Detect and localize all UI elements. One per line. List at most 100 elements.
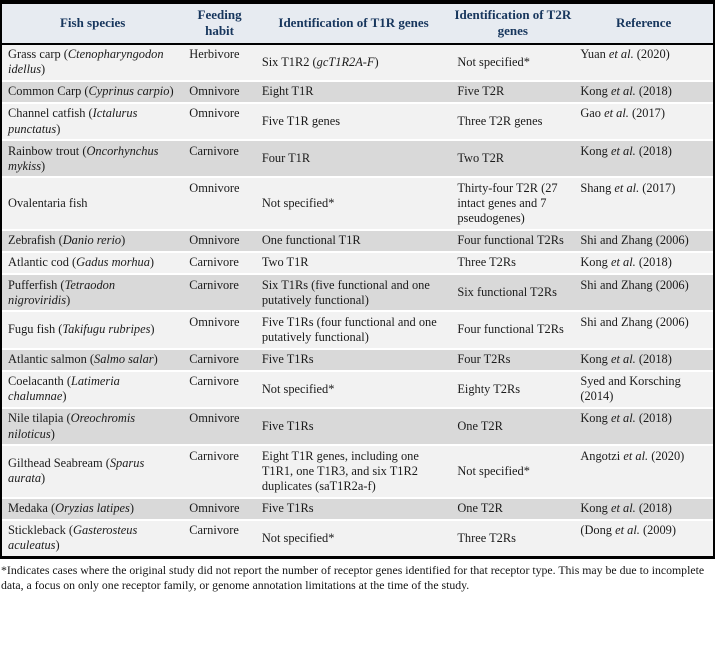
cell-t2r: Six functional T2Rs bbox=[451, 274, 575, 313]
cell-habit: Carnivore bbox=[183, 348, 256, 372]
table-row: Ovalentaria fish Omnivore Not specified* Th… bbox=[2, 177, 713, 231]
cell-t2r: Two T2R bbox=[451, 140, 575, 179]
cell-t1r: Six T1R2 (gcT1R2A-F) bbox=[255, 43, 452, 82]
table-row: Atlantic cod (Gadus morhua) Carnivore Two … bbox=[2, 251, 713, 276]
cell-ref: Angotzi et al. (2020) bbox=[574, 445, 713, 499]
table-row: Medaka (Oryzias latipes) Omnivore Five T1R… bbox=[2, 497, 713, 521]
cell-species: Channel catfish (Ictalurus punctatus) bbox=[2, 102, 184, 142]
cell-habit: Carnivore bbox=[183, 274, 256, 313]
header-row: Fish species Feeding habit Identificatio… bbox=[2, 4, 713, 45]
fish-taste-receptor-table: Fish species Feeding habit Identificatio… bbox=[2, 4, 713, 556]
column-header-fish-species: Fish species bbox=[2, 4, 184, 45]
cell-t2r: Four functional T2Rs bbox=[451, 229, 575, 253]
cell-ref: Shi and Zhang (2006) bbox=[574, 229, 713, 253]
cell-t2r: Eighty T2Rs bbox=[451, 370, 575, 409]
cell-t2r: One T2R bbox=[451, 407, 575, 447]
cell-t1r: Five T1Rs bbox=[255, 497, 452, 521]
cell-ref: Kong et al. (2018) bbox=[574, 348, 713, 372]
table-row: Zebrafish (Danio rerio) Omnivore One funct… bbox=[2, 229, 713, 253]
cell-t2r: One T2R bbox=[451, 497, 575, 521]
cell-ref: Shang et al. (2017) bbox=[574, 177, 713, 231]
column-header-t1r-genes: Identification of T1R genes bbox=[255, 4, 452, 45]
cell-species: Medaka (Oryzias latipes) bbox=[2, 497, 184, 521]
table-row: Atlantic salmon (Salmo salar) Carnivore Fi… bbox=[2, 348, 713, 372]
table-row: Coelacanth (Latimeria chalumnae) Carnivor… bbox=[2, 370, 713, 409]
cell-species: Stickleback (Gasterosteus aculeatus) bbox=[2, 519, 184, 556]
cell-t2r: Three T2Rs bbox=[451, 519, 575, 556]
table-row: Fugu fish (Takifugu rubripes) Omnivore Fiv… bbox=[2, 311, 713, 350]
cell-species: Zebrafish (Danio rerio) bbox=[2, 229, 184, 253]
cell-ref: Kong et al. (2018) bbox=[574, 251, 713, 276]
cell-habit: Omnivore bbox=[183, 497, 256, 521]
cell-habit: Omnivore bbox=[183, 311, 256, 350]
cell-species: Ovalentaria fish bbox=[2, 177, 184, 231]
cell-ref: Yuan et al. (2020) bbox=[574, 43, 713, 82]
cell-habit: Herbivore bbox=[183, 43, 256, 82]
table-row: Pufferfish (Tetraodon nigroviridis) Carni… bbox=[2, 274, 713, 313]
cell-t1r: Four T1R bbox=[255, 140, 452, 179]
cell-habit: Omnivore bbox=[183, 229, 256, 253]
cell-ref: Shi and Zhang (2006) bbox=[574, 274, 713, 313]
cell-t1r: Five T1Rs (four functional and one putat… bbox=[255, 311, 452, 350]
cell-t1r: Not specified* bbox=[255, 519, 452, 556]
cell-t1r: Five T1R genes bbox=[255, 102, 452, 142]
table-header: Fish species Feeding habit Identificatio… bbox=[2, 4, 713, 45]
cell-ref: Shi and Zhang (2006) bbox=[574, 311, 713, 350]
cell-t2r: Three T2R genes bbox=[451, 102, 575, 142]
column-header-reference: Reference bbox=[574, 4, 713, 45]
cell-species: Gilthead Seabream (Sparus aurata) bbox=[2, 445, 184, 499]
cell-t1r: Not specified* bbox=[255, 370, 452, 409]
cell-t1r: Five T1Rs bbox=[255, 348, 452, 372]
table-body: Grass carp (Ctenopharyngodon idellus) Her… bbox=[2, 43, 713, 556]
cell-habit: Carnivore bbox=[183, 370, 256, 409]
cell-habit: Omnivore bbox=[183, 407, 256, 447]
cell-t2r: Not specified* bbox=[451, 445, 575, 499]
cell-t1r: Not specified* bbox=[255, 177, 452, 231]
cell-ref: Syed and Korsching (2014) bbox=[574, 370, 713, 409]
cell-t1r: Eight T1R bbox=[255, 80, 452, 104]
cell-species: Atlantic cod (Gadus morhua) bbox=[2, 251, 184, 276]
cell-ref: Kong et al. (2018) bbox=[574, 497, 713, 521]
cell-species: Coelacanth (Latimeria chalumnae) bbox=[2, 370, 184, 409]
table-row: Stickleback (Gasterosteus aculeatus) Carn… bbox=[2, 519, 713, 556]
cell-t1r: Eight T1R genes, including one T1R1, one… bbox=[255, 445, 452, 499]
column-header-t2r-genes: Identification of T2R genes bbox=[451, 4, 575, 45]
cell-habit: Omnivore bbox=[183, 102, 256, 142]
table-row: Rainbow trout (Oncorhynchus mykiss) Carni… bbox=[2, 140, 713, 179]
cell-t2r: Five T2R bbox=[451, 80, 575, 104]
cell-ref: Kong et al. (2018) bbox=[574, 140, 713, 179]
table-row: Channel catfish (Ictalurus punctatus) Omn… bbox=[2, 102, 713, 142]
cell-species: Fugu fish (Takifugu rubripes) bbox=[2, 311, 184, 350]
cell-t2r: Four functional T2Rs bbox=[451, 311, 575, 350]
cell-t2r: Three T2Rs bbox=[451, 251, 575, 276]
cell-habit: Carnivore bbox=[183, 519, 256, 556]
cell-species: Nile tilapia (Oreochromis niloticus) bbox=[2, 407, 184, 447]
cell-t1r: Two T1R bbox=[255, 251, 452, 276]
cell-t2r: Four T2Rs bbox=[451, 348, 575, 372]
cell-ref: Kong et al. (2018) bbox=[574, 407, 713, 447]
cell-t2r: Thirty-four T2R (27 intact genes and 7 p… bbox=[451, 177, 575, 231]
table-row: Nile tilapia (Oreochromis niloticus) Omni… bbox=[2, 407, 713, 447]
cell-species: Rainbow trout (Oncorhynchus mykiss) bbox=[2, 140, 184, 179]
column-header-feeding-habit: Feeding habit bbox=[183, 4, 256, 45]
cell-species: Grass carp (Ctenopharyngodon idellus) bbox=[2, 43, 184, 82]
cell-habit: Carnivore bbox=[183, 140, 256, 179]
cell-habit: Omnivore bbox=[183, 80, 256, 104]
cell-species: Atlantic salmon (Salmo salar) bbox=[2, 348, 184, 372]
table-row: Common Carp (Cyprinus carpio) Omnivore Eig… bbox=[2, 80, 713, 104]
table-frame: Fish species Feeding habit Identificatio… bbox=[0, 0, 715, 559]
cell-habit: Carnivore bbox=[183, 445, 256, 499]
table-row: Gilthead Seabream (Sparus aurata) Carnivo… bbox=[2, 445, 713, 499]
cell-habit: Carnivore bbox=[183, 251, 256, 276]
cell-ref: (Dong et al. (2009) bbox=[574, 519, 713, 556]
table-footnote: *Indicates cases where the original stud… bbox=[1, 562, 705, 592]
cell-t1r: Five T1Rs bbox=[255, 407, 452, 447]
cell-ref: Kong et al. (2018) bbox=[574, 80, 713, 104]
cell-t2r: Not specified* bbox=[451, 43, 575, 82]
cell-species: Common Carp (Cyprinus carpio) bbox=[2, 80, 184, 104]
cell-species: Pufferfish (Tetraodon nigroviridis) bbox=[2, 274, 184, 313]
cell-habit: Omnivore bbox=[183, 177, 256, 231]
table-row: Grass carp (Ctenopharyngodon idellus) Her… bbox=[2, 43, 713, 82]
cell-t1r: Six T1Rs (five functional and one putati… bbox=[255, 274, 452, 313]
